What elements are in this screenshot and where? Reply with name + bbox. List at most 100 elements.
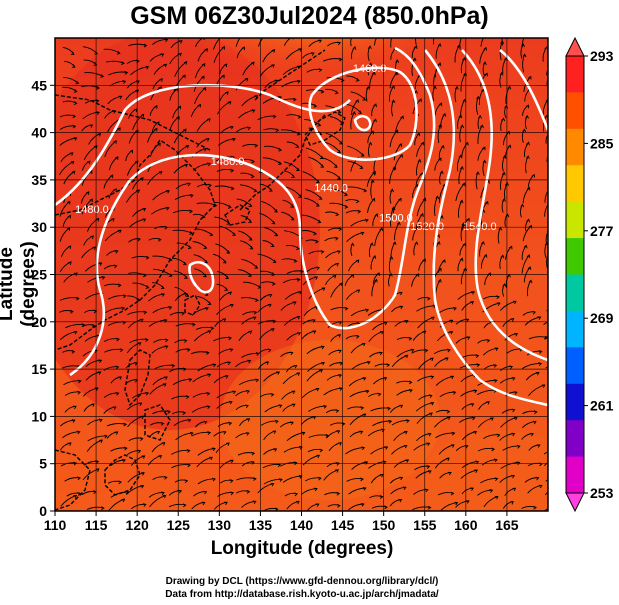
streamline-arrow bbox=[164, 345, 169, 349]
streamline-arrow bbox=[230, 186, 235, 191]
streamline-arrow bbox=[75, 80, 80, 85]
streamline bbox=[305, 147, 324, 159]
streamline-arrow bbox=[91, 403, 95, 407]
streamline-arrow bbox=[451, 431, 456, 436]
streamline-arrow bbox=[361, 446, 366, 451]
streamline-arrow bbox=[428, 394, 433, 398]
streamline-arrow bbox=[113, 264, 118, 269]
streamline-arrow bbox=[317, 476, 322, 481]
streamline-arrow bbox=[209, 456, 213, 461]
streamline-arrow bbox=[296, 372, 301, 376]
streamline-arrow bbox=[528, 279, 533, 284]
streamline-arrow bbox=[554, 153, 557, 156]
streamline-arrow bbox=[270, 483, 275, 487]
x-tick-label: 155 bbox=[413, 517, 437, 533]
streamline-arrow bbox=[505, 213, 510, 218]
streamline-arrow bbox=[142, 208, 147, 212]
streamline-arrow bbox=[176, 115, 180, 120]
streamline-arrow bbox=[494, 477, 499, 482]
streamline-arrow bbox=[383, 321, 388, 326]
streamline-arrow bbox=[265, 33, 268, 36]
streamline bbox=[543, 462, 548, 467]
streamline-arrow bbox=[186, 348, 191, 352]
streamline-arrow bbox=[222, 34, 225, 37]
streamline-arrow bbox=[373, 118, 377, 123]
streamline-arrow bbox=[232, 137, 236, 142]
streamline-arrow bbox=[223, 63, 228, 68]
streamline bbox=[543, 321, 548, 326]
streamline-arrow bbox=[364, 218, 369, 223]
streamline-arrow bbox=[93, 145, 98, 149]
streamline-arrow bbox=[554, 213, 557, 216]
streamline-arrow bbox=[360, 477, 364, 482]
streamline-arrow bbox=[174, 87, 179, 92]
streamline-arrow bbox=[71, 64, 76, 68]
streamline bbox=[308, 287, 325, 300]
streamline-arrow bbox=[246, 489, 251, 494]
streamline-arrow bbox=[558, 475, 561, 478]
streamline bbox=[282, 372, 300, 385]
streamline-arrow bbox=[166, 190, 170, 194]
streamline-arrow bbox=[85, 191, 90, 195]
streamline-arrow bbox=[250, 174, 255, 179]
streamline-arrow bbox=[436, 27, 439, 30]
streamline bbox=[283, 38, 292, 46]
streamline-arrow bbox=[337, 41, 342, 46]
streamline-arrow bbox=[291, 174, 295, 178]
streamline-arrow bbox=[135, 129, 139, 134]
streamline-arrow bbox=[137, 449, 142, 454]
streamline-arrow bbox=[140, 485, 145, 489]
streamline-arrow bbox=[410, 348, 415, 353]
y-tick-label: 0 bbox=[39, 503, 47, 519]
streamline bbox=[151, 207, 169, 215]
streamline-arrow bbox=[319, 369, 323, 373]
streamline-arrow bbox=[255, 352, 260, 356]
streamline-arrow bbox=[143, 310, 148, 315]
streamline bbox=[302, 214, 321, 223]
streamline-arrow bbox=[201, 75, 205, 80]
streamline-arrow bbox=[207, 373, 212, 378]
streamline-arrow bbox=[344, 204, 349, 209]
streamline-arrow bbox=[559, 505, 562, 508]
streamline-arrow bbox=[317, 123, 322, 127]
streamline-arrow bbox=[319, 155, 324, 159]
streamline-arrow bbox=[271, 64, 275, 68]
streamline-arrow bbox=[182, 74, 186, 79]
streamline-arrow bbox=[512, 487, 517, 492]
streamline-arrow bbox=[369, 242, 374, 246]
streamline-arrow bbox=[268, 293, 273, 298]
x-axis-label: Longitude (degrees) bbox=[210, 538, 394, 559]
streamline-arrow bbox=[117, 229, 122, 234]
streamline-arrow bbox=[388, 419, 393, 424]
streamline-arrow bbox=[465, 318, 470, 323]
streamline-arrow bbox=[228, 336, 232, 341]
streamline-arrow bbox=[295, 500, 300, 505]
streamline-arrow bbox=[355, 259, 360, 264]
streamline-arrow bbox=[97, 133, 102, 137]
streamline-arrow bbox=[293, 259, 298, 263]
streamline-arrow bbox=[315, 179, 320, 184]
streamline-arrow bbox=[355, 334, 360, 339]
streamline bbox=[521, 38, 525, 46]
streamline-arrow bbox=[335, 409, 340, 413]
streamline bbox=[104, 140, 117, 158]
streamline-arrow bbox=[426, 442, 431, 447]
streamline-arrow bbox=[389, 255, 394, 260]
streamline-arrow bbox=[339, 141, 343, 145]
streamline-arrow bbox=[522, 53, 527, 58]
streamline-arrow bbox=[458, 114, 463, 119]
streamline-arrow bbox=[77, 390, 82, 395]
streamline-arrow bbox=[133, 108, 138, 113]
streamline-arrow bbox=[511, 377, 516, 381]
streamline-arrow bbox=[201, 501, 206, 506]
streamline-arrow bbox=[177, 105, 182, 110]
x-tick-label: 135 bbox=[249, 517, 273, 533]
streamline-arrow bbox=[429, 412, 433, 416]
streamline-arrow bbox=[122, 80, 127, 84]
streamline-arrow bbox=[412, 57, 417, 62]
streamline bbox=[307, 362, 325, 372]
streamline-arrow bbox=[212, 363, 217, 368]
streamline-arrow bbox=[113, 140, 117, 144]
streamline-arrow bbox=[159, 78, 163, 82]
streamline-arrow bbox=[245, 404, 249, 409]
